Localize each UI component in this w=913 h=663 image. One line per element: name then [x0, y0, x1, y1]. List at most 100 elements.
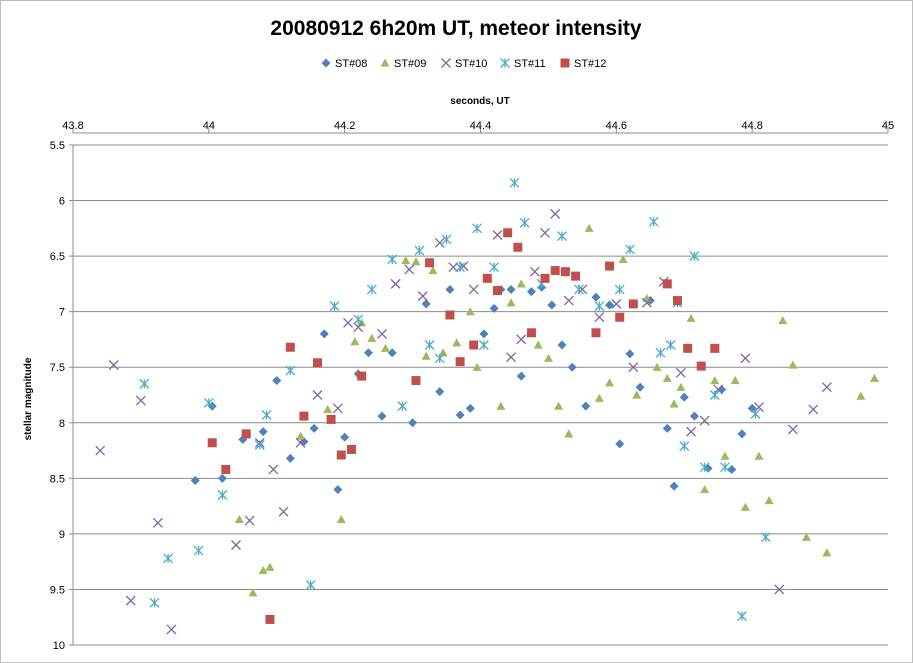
point-st11 [254, 440, 265, 450]
point-st11 [509, 177, 520, 188]
point-st10 [295, 437, 306, 448]
point-st08 [615, 439, 625, 449]
point-st10 [550, 208, 561, 219]
point-st11 [163, 553, 174, 564]
legend-label: ST#12 [574, 58, 606, 70]
legend-marker [380, 58, 390, 67]
point-st09 [234, 514, 244, 524]
grid [73, 144, 888, 646]
point-st09 [584, 223, 594, 232]
point-st11 [699, 462, 710, 473]
point-st09 [411, 257, 421, 266]
x-tick-label: 44.2 [334, 120, 355, 132]
point-st12 [482, 273, 492, 283]
point-st09 [323, 404, 333, 414]
point-st09 [350, 337, 360, 346]
point-st09 [822, 548, 832, 557]
point-st12 [710, 343, 720, 353]
point-st11 [203, 397, 214, 408]
point-st12 [591, 328, 601, 338]
point-st08 [747, 403, 757, 413]
legend-item: ST#08 [321, 58, 367, 70]
point-st10 [95, 445, 106, 456]
point-st12 [615, 312, 625, 322]
point-st09 [754, 451, 764, 460]
y-tick-label: 10 [53, 640, 65, 652]
point-st10 [675, 367, 686, 378]
point-st09 [543, 353, 553, 362]
legend: ST#08 ST#09 ST#10 ST#11 ST#12 [321, 58, 606, 70]
y-tick-label: 6 [59, 196, 65, 208]
legend-marker [441, 58, 451, 68]
legend-item: ST#10 [441, 58, 487, 70]
point-st10 [628, 362, 639, 373]
point-st11 [387, 254, 398, 265]
point-st09 [788, 360, 798, 369]
point-st12 [672, 296, 682, 306]
x-tick-label: 43.8 [62, 120, 83, 132]
x-tick-label: 45 [882, 120, 894, 132]
point-st08 [363, 348, 373, 358]
point-st10 [152, 517, 163, 528]
legend-label: ST#10 [455, 58, 487, 70]
point-st08 [272, 376, 282, 386]
point-st12 [560, 267, 570, 277]
point-st11 [285, 365, 296, 376]
point-st11 [366, 284, 377, 295]
point-st11 [455, 262, 466, 273]
point-st09 [564, 429, 574, 438]
point-st10 [808, 404, 819, 415]
point-st10 [686, 426, 697, 437]
point-st12 [221, 464, 231, 474]
point-st10 [390, 278, 401, 289]
point-st08 [309, 423, 319, 433]
point-st10 [135, 395, 146, 406]
point-st09 [730, 376, 740, 385]
point-st12 [326, 414, 336, 424]
point-st10 [353, 322, 364, 333]
point-st12 [445, 310, 455, 320]
point-st09 [700, 484, 710, 494]
point-st10 [774, 584, 785, 595]
point-st09 [336, 514, 346, 524]
point-st11 [193, 545, 204, 556]
point-st09 [472, 362, 482, 371]
point-st08 [669, 481, 679, 491]
y-tick-label: 7.5 [50, 362, 65, 374]
point-st11 [665, 340, 676, 350]
point-st12 [662, 279, 672, 289]
point-st10 [231, 540, 241, 550]
point-st12 [313, 358, 322, 368]
point-st10 [377, 328, 387, 339]
point-st11 [655, 347, 666, 358]
data-points [95, 177, 879, 635]
point-st10 [125, 595, 136, 606]
point-st08 [489, 303, 499, 313]
point-st09 [465, 307, 475, 316]
point-st12 [299, 411, 309, 421]
point-st11 [424, 340, 435, 350]
point-st08 [591, 292, 601, 302]
x-axis-title: seconds, UT [450, 96, 509, 107]
legend-label: ST#11 [514, 58, 546, 70]
point-st12 [285, 342, 295, 352]
point-st12 [540, 273, 550, 283]
point-st12 [469, 340, 479, 350]
point-st12 [265, 614, 275, 624]
point-st08 [421, 299, 431, 309]
point-st08 [387, 348, 397, 358]
point-st08 [479, 329, 489, 339]
point-st08 [445, 284, 455, 294]
point-st10 [434, 237, 445, 248]
point-st11 [760, 532, 771, 543]
point-st08 [408, 418, 418, 428]
point-st09 [506, 298, 516, 307]
point-st12 [241, 429, 251, 439]
y-tick-label: 9.5 [50, 584, 65, 596]
legend-label: ST#09 [394, 58, 426, 70]
point-st11 [689, 251, 700, 262]
point-st09 [516, 279, 526, 288]
point-st09 [367, 333, 377, 342]
point-st09 [452, 338, 462, 347]
